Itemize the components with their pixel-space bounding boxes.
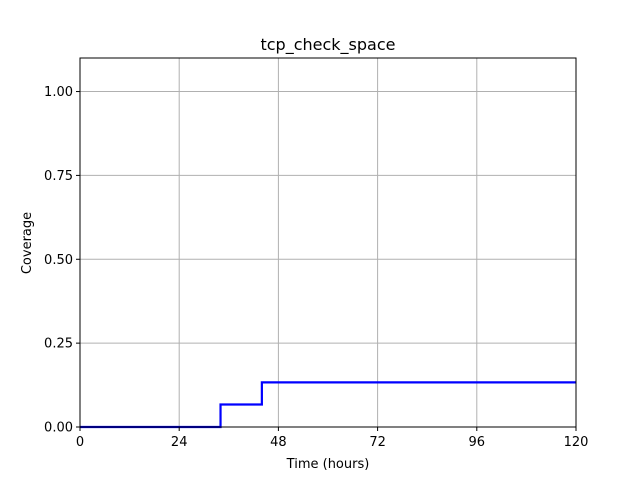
plot-frame	[79, 57, 577, 428]
y-tick-label: 0.00	[44, 421, 73, 436]
series-layer	[80, 381, 576, 429]
coverage-series-line	[80, 381, 576, 429]
y-tick-label: 0.50	[44, 253, 73, 268]
x-tick-label: 96	[469, 435, 486, 450]
x-tick-label: 24	[171, 435, 188, 450]
grid	[79, 58, 577, 428]
x-tick-label: 48	[270, 435, 287, 450]
x-tick-label: 0	[76, 435, 84, 450]
y-axis-ticks: 0.00 0.25 0.50 0.75 1.00	[44, 85, 80, 436]
x-tick-label: 72	[369, 435, 386, 450]
x-axis-ticks: 0 24 48 72 96 120	[76, 427, 589, 450]
x-axis-label: Time (hours)	[286, 457, 370, 472]
y-tick-label: 0.25	[44, 337, 73, 352]
y-axis-label: Coverage	[20, 212, 35, 274]
y-tick-label: 0.75	[44, 169, 73, 184]
x-tick-label: 120	[564, 435, 589, 450]
y-tick-label: 1.00	[44, 85, 73, 100]
chart-title: tcp_check_space	[260, 35, 395, 55]
